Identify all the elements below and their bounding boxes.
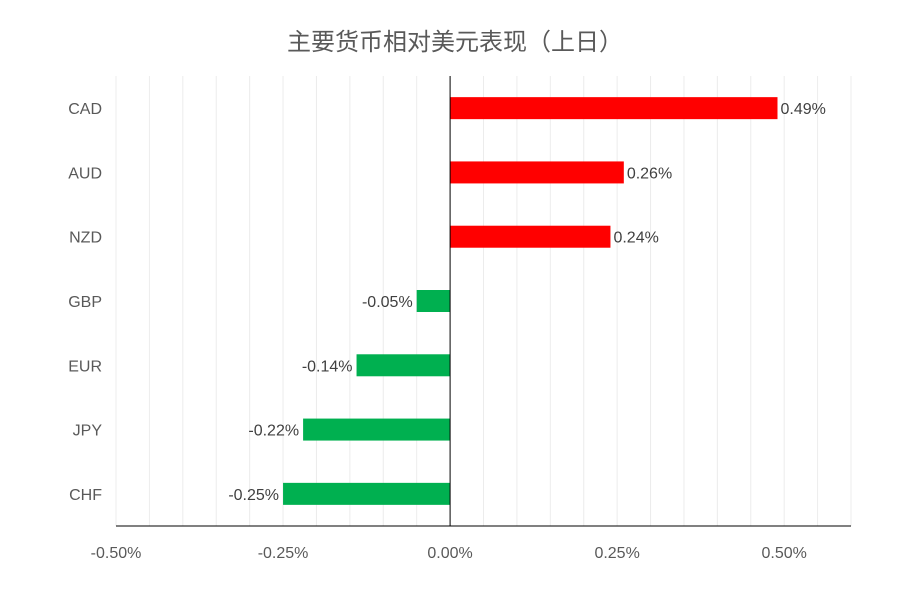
data-label: 0.49% bbox=[781, 101, 826, 118]
chart-title: 主要货币相对美元表现（上日） bbox=[287, 28, 623, 56]
x-tick-label: 0.00% bbox=[427, 545, 472, 562]
bar-jpy bbox=[303, 418, 451, 441]
data-label: 0.24% bbox=[613, 230, 658, 247]
category-label: JPY bbox=[73, 423, 103, 440]
bar-nzd bbox=[450, 225, 611, 248]
bar-gbp bbox=[416, 290, 451, 312]
bar-cad bbox=[450, 97, 778, 120]
data-label: -0.22% bbox=[248, 423, 299, 440]
x-tick-label: -0.25% bbox=[258, 545, 309, 562]
bar-chf bbox=[283, 482, 451, 505]
bar-eur bbox=[356, 354, 451, 377]
x-tick-label: 0.25% bbox=[594, 545, 639, 562]
x-tick-label: -0.50% bbox=[91, 545, 142, 562]
data-label: -0.14% bbox=[302, 358, 353, 375]
bar-aud bbox=[450, 161, 624, 184]
category-label: NZD bbox=[69, 230, 102, 247]
category-label: GBP bbox=[68, 294, 102, 311]
x-tick-label: 0.50% bbox=[761, 545, 806, 562]
data-label: -0.25% bbox=[228, 487, 279, 504]
data-label: 0.26% bbox=[627, 165, 672, 182]
data-label: -0.05% bbox=[362, 294, 413, 311]
category-label: CHF bbox=[69, 487, 102, 504]
category-label: EUR bbox=[68, 358, 102, 375]
category-label: AUD bbox=[68, 165, 102, 182]
category-label: CAD bbox=[68, 101, 102, 118]
